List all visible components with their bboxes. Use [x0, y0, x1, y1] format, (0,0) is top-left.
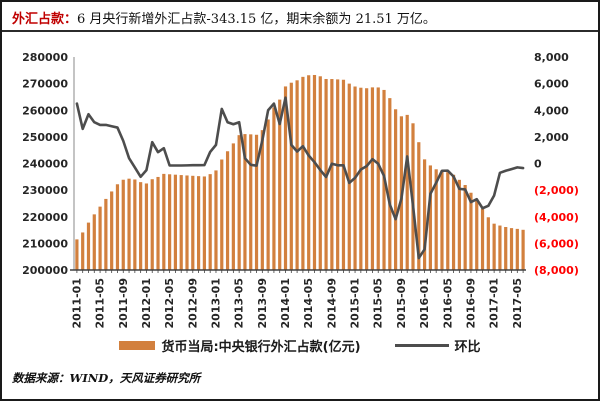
bar-series-swatch	[119, 341, 156, 350]
svg-text:2016-09: 2016-09	[464, 278, 477, 329]
chart-area: 280000 270000 260000 250000 240000 230000 2200…	[2, 34, 598, 334]
svg-text:260000: 260000	[22, 104, 68, 117]
svg-text:(2,000): (2,000)	[534, 184, 579, 197]
line-series-label: 环比	[454, 340, 481, 355]
title-bar: 外汇占款：6 月央行新增外汇占款-343.15 亿，期末余额为 21.51 万亿…	[2, 2, 598, 32]
svg-text:2,000: 2,000	[534, 131, 569, 144]
line-series-swatch	[394, 343, 449, 348]
svg-text:2011-09: 2011-09	[117, 278, 130, 329]
data-source: 数据来源：WIND，天风证券研究所	[12, 371, 201, 385]
svg-text:6,000: 6,000	[534, 78, 569, 91]
svg-text:2016-05: 2016-05	[441, 278, 454, 329]
legend-item-line-series: 环比	[394, 336, 481, 355]
svg-text:2015-01: 2015-01	[349, 278, 362, 329]
svg-text:2012-05: 2012-05	[163, 278, 176, 329]
legend-item-bar-series: 货币当局:中央银行外汇占款(亿元)	[119, 336, 361, 355]
svg-text:280000: 280000	[22, 51, 68, 64]
svg-text:2016-01: 2016-01	[418, 278, 431, 329]
svg-text:230000: 230000	[22, 184, 68, 197]
svg-text:(6,000): (6,000)	[534, 237, 579, 250]
svg-text:2011-05: 2011-05	[94, 278, 107, 329]
svg-text:2014-09: 2014-09	[325, 278, 338, 329]
chart-title-prefix: 外汇占款：	[12, 12, 78, 27]
svg-text:2013-05: 2013-05	[233, 278, 246, 329]
svg-text:210000: 210000	[22, 237, 68, 250]
svg-text:4,000: 4,000	[534, 104, 569, 117]
svg-text:2013-01: 2013-01	[209, 278, 222, 329]
svg-text:2015-09: 2015-09	[395, 278, 408, 329]
svg-text:2017-01: 2017-01	[488, 278, 501, 329]
svg-text:8,000: 8,000	[534, 51, 569, 64]
svg-text:2012-09: 2012-09	[186, 278, 199, 329]
svg-text:2014-05: 2014-05	[302, 278, 315, 329]
svg-text:2012-01: 2012-01	[140, 278, 153, 329]
svg-text:2013-09: 2013-09	[256, 278, 269, 329]
svg-text:270000: 270000	[22, 78, 68, 91]
fx-holdings-chart: 280000 270000 260000 250000 240000 230000 2200…	[22, 51, 579, 329]
chart-legend: 货币当局:中央银行外汇占款(亿元) 环比	[2, 336, 598, 355]
svg-text:200000: 200000	[22, 264, 68, 277]
chart-title-text: 6 月央行新增外汇占款-343.15 亿，期末余额为 21.51 万亿。	[77, 12, 436, 27]
svg-text:250000: 250000	[22, 131, 68, 144]
svg-text:2015-05: 2015-05	[372, 278, 385, 329]
svg-text:2017-05: 2017-05	[511, 278, 524, 329]
svg-text:(8,000): (8,000)	[534, 264, 579, 277]
svg-text:0: 0	[534, 158, 542, 171]
svg-text:(4,000): (4,000)	[534, 211, 579, 224]
svg-text:2011-01: 2011-01	[70, 278, 83, 329]
svg-text:240000: 240000	[22, 158, 68, 171]
bar-series-label: 货币当局:中央银行外汇占款(亿元)	[161, 340, 361, 355]
svg-text:220000: 220000	[22, 211, 68, 224]
svg-text:2014-01: 2014-01	[279, 278, 292, 329]
